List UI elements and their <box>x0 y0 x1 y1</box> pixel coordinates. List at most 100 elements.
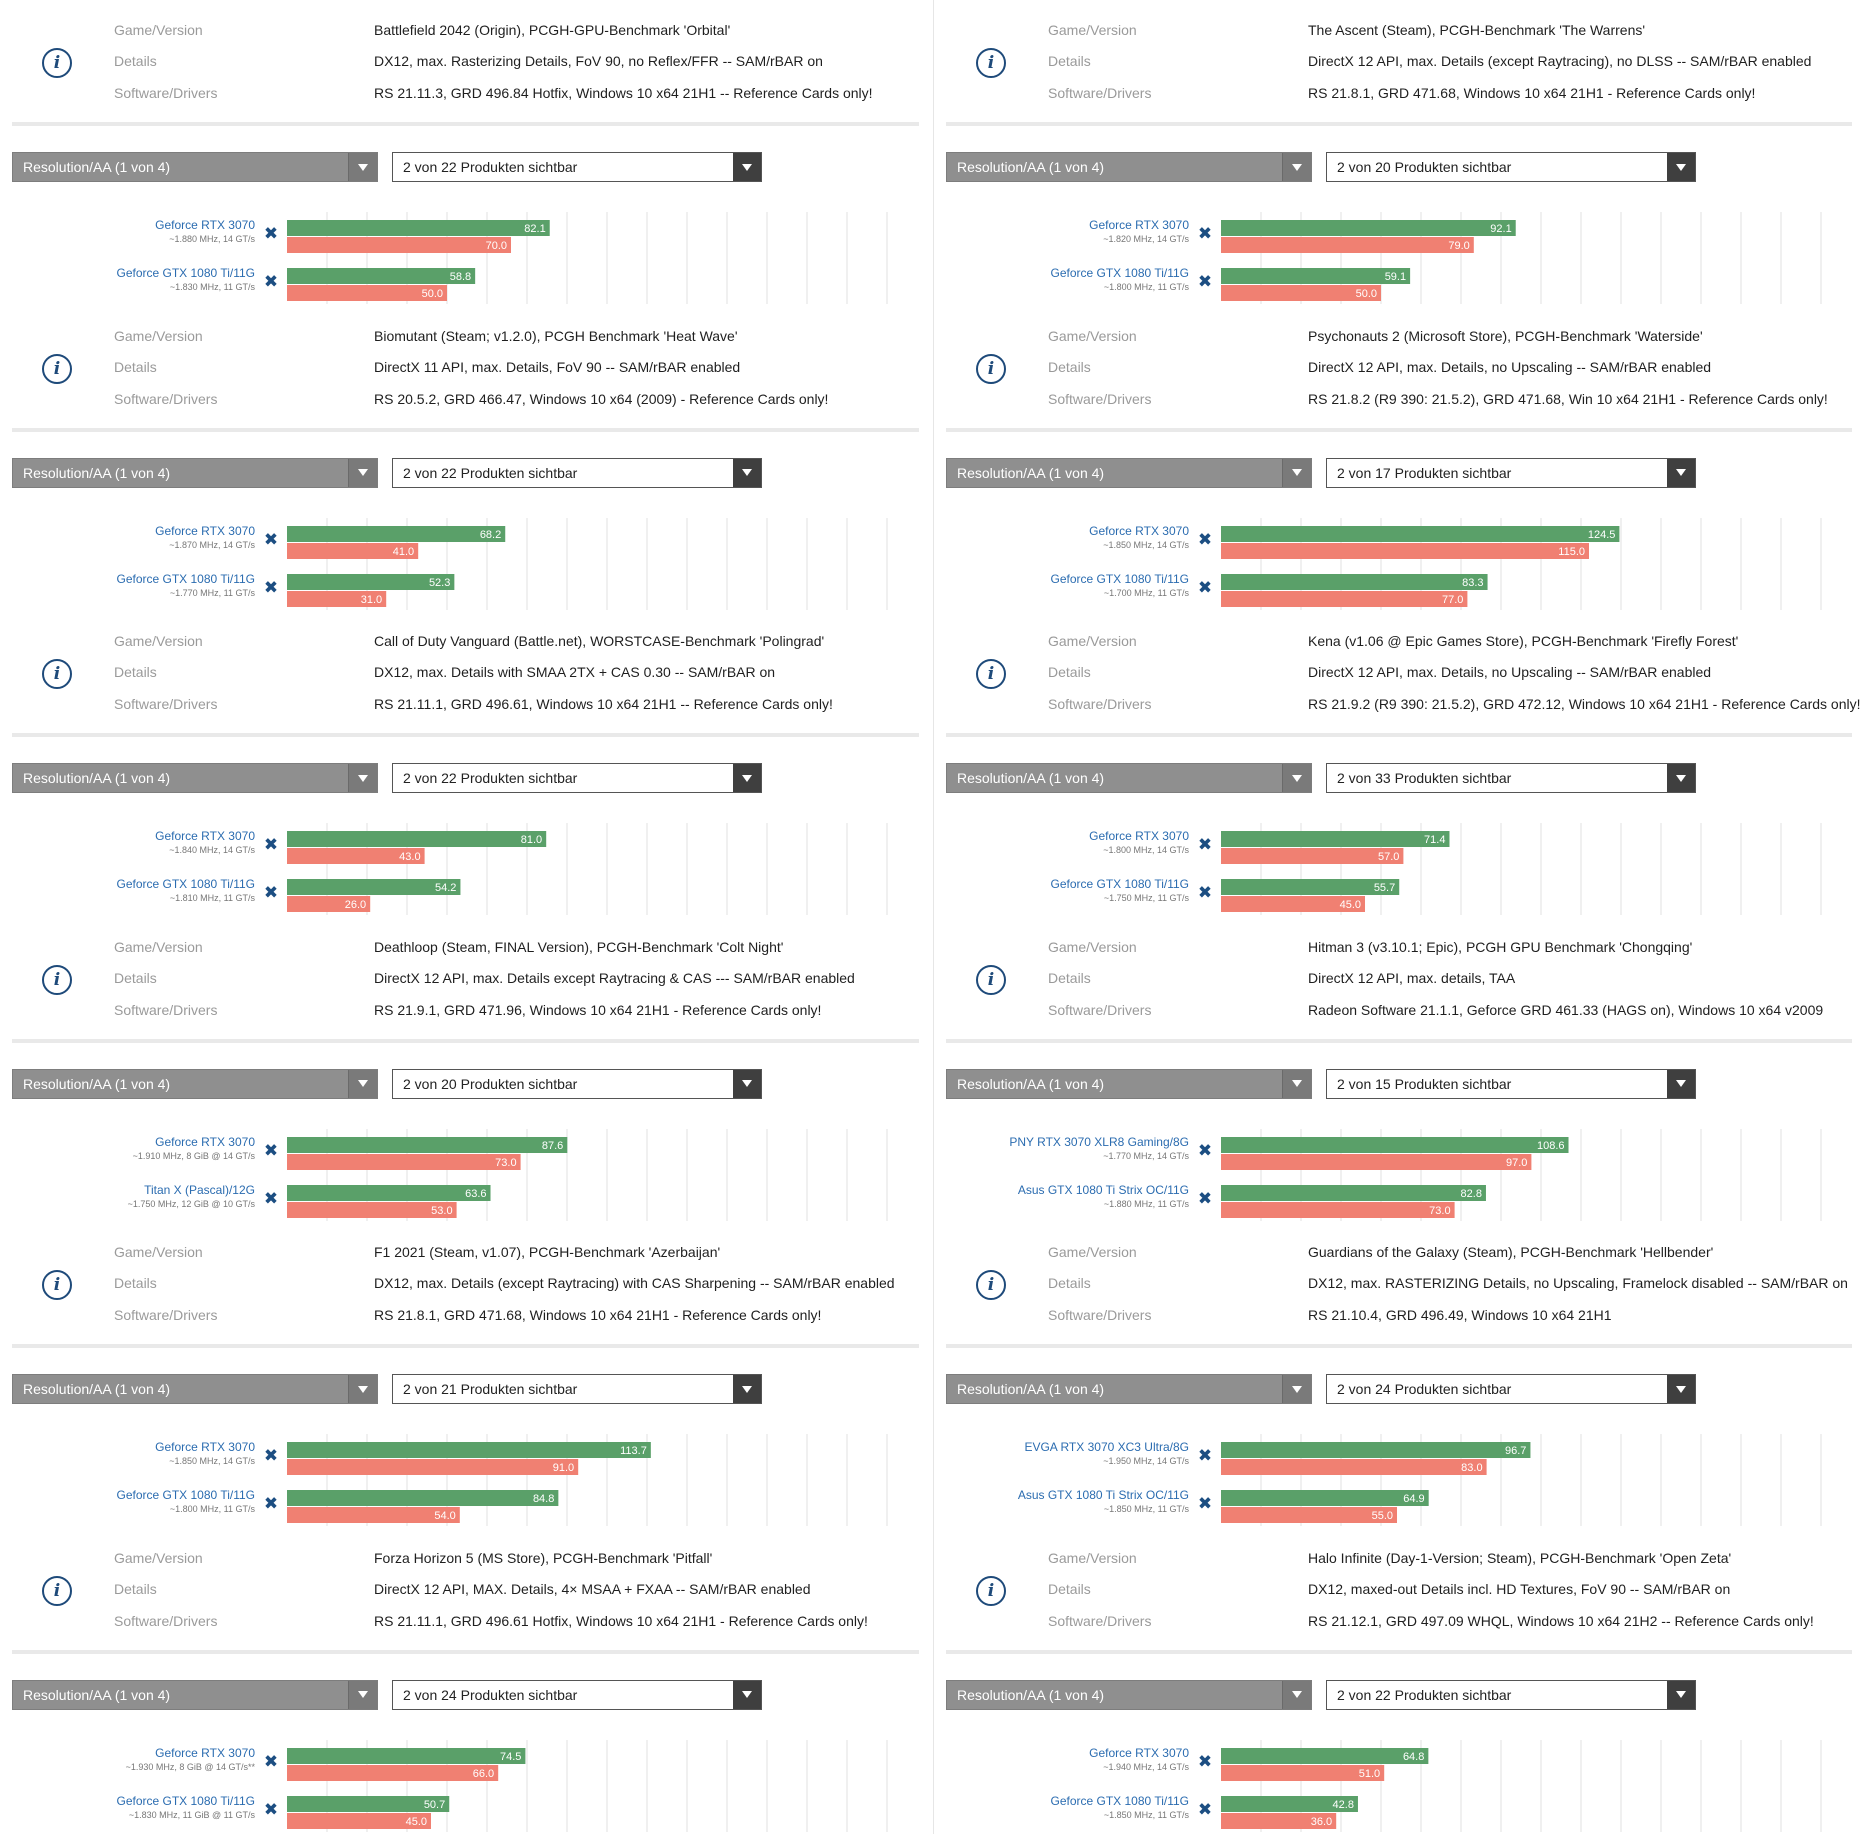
resolution-select[interactable]: Resolution/AA (1 von 4) <box>12 1679 378 1710</box>
details-label: Details <box>1048 969 1091 986</box>
chevron-down-icon[interactable] <box>1282 1069 1311 1098</box>
products-select[interactable]: 2 von 17 Produkten sichtbar <box>1326 457 1696 488</box>
chevron-down-icon[interactable] <box>733 764 761 792</box>
resolution-select[interactable]: Resolution/AA (1 von 4) <box>946 1068 1312 1099</box>
remove-icon: ✖ <box>1198 272 1212 292</box>
resolution-select[interactable]: Resolution/AA (1 von 4) <box>12 457 378 488</box>
info-icon[interactable]: i <box>42 964 72 995</box>
game-version-value: Hitman 3 (v3.10.1; Epic), PCGH GPU Bench… <box>1308 938 1693 955</box>
chevron-down-icon[interactable] <box>1667 1680 1695 1709</box>
info-icon[interactable]: i <box>42 353 72 384</box>
chevron-down-icon[interactable] <box>733 1375 761 1403</box>
bar-avg-fps <box>1221 831 1450 847</box>
products-select[interactable]: 2 von 22 Produkten sichtbar <box>392 152 762 182</box>
resolution-select[interactable]: Resolution/AA (1 von 4) <box>946 1374 1312 1404</box>
software-drivers-row: Software/Drivers RS 21.12.1, GRD 497.09 … <box>946 1611 1852 1631</box>
resolution-select[interactable]: Resolution/AA (1 von 4) <box>946 1679 1312 1710</box>
game-version-label: Game/Version <box>114 1244 203 1260</box>
bar-value-label: 54.2 <box>435 882 456 894</box>
bar-min-fps <box>287 1153 521 1170</box>
benchmark-panel: i Game/Version Forza Horizon 5 (MS Store… <box>0 1528 933 1834</box>
chevron-down-icon[interactable] <box>348 1680 377 1709</box>
chevron-down-icon[interactable] <box>1667 1069 1695 1098</box>
resolution-select[interactable]: Resolution/AA (1 von 4) <box>12 152 378 182</box>
bar-min-fps <box>1221 1201 1455 1218</box>
chevron-down-icon[interactable] <box>348 1069 377 1098</box>
chevron-down-icon[interactable] <box>1282 1680 1311 1709</box>
info-icon[interactable]: i <box>42 1575 72 1606</box>
chevron-down-icon[interactable] <box>348 153 377 181</box>
products-select[interactable]: 2 von 22 Produkten sichtbar <box>392 763 762 793</box>
bar-chart: Geforce RTX 3070 ~1.910 MHz, 8 GiB @ 14 G… <box>0 1125 933 1221</box>
chevron-down-icon[interactable] <box>348 764 377 792</box>
products-select[interactable]: 2 von 20 Produkten sichtbar <box>392 1068 762 1099</box>
products-select[interactable]: 2 von 22 Produkten sichtbar <box>392 457 762 488</box>
products-select[interactable]: 2 von 24 Produkten sichtbar <box>1326 1374 1696 1404</box>
chevron-down-icon[interactable] <box>1282 458 1311 487</box>
gpu-name-label: PNY RTX 3070 XLR8 Gaming/8G <box>1009 1135 1189 1149</box>
products-select[interactable]: 2 von 21 Produkten sichtbar <box>392 1374 762 1404</box>
software-drivers-row: Software/Drivers RS 21.11.3, GRD 496.84 … <box>12 83 919 103</box>
gpu-spec-label: ~1.880 MHz, 14 GT/s <box>169 234 255 244</box>
remove-icon: ✖ <box>264 1141 278 1161</box>
gpu-spec-label: ~1.750 MHz, 12 GiB @ 10 GT/s <box>128 1199 256 1209</box>
chevron-down-icon[interactable] <box>733 1680 761 1709</box>
info-icon[interactable]: i <box>976 964 1006 995</box>
gpu-name-label: Geforce GTX 1080 Ti/11G <box>116 572 255 586</box>
info-icon[interactable]: i <box>976 353 1006 384</box>
products-select[interactable]: 2 von 24 Produkten sichtbar <box>392 1679 762 1710</box>
details-row: Details DX12, max. RASTERIZING Details, … <box>946 1273 1852 1293</box>
resolution-select[interactable]: Resolution/AA (1 von 4) <box>12 763 378 793</box>
products-select[interactable]: 2 von 20 Produkten sichtbar <box>1326 152 1696 182</box>
products-select-label: 2 von 22 Produkten sichtbar <box>403 464 578 481</box>
bar-value-label: 59.1 <box>1385 271 1406 283</box>
bar-value-label: 55.0 <box>1372 1510 1393 1522</box>
chevron-down-icon[interactable] <box>1282 764 1311 792</box>
bar-value-label: 31.0 <box>361 594 382 606</box>
bar-avg-fps <box>1221 1136 1569 1153</box>
chevron-down-icon[interactable] <box>1667 153 1695 181</box>
bar-chart: Geforce RTX 3070 ~1.930 MHz, 8 GiB @ 14 G… <box>0 1736 933 1832</box>
chevron-down-icon[interactable] <box>1667 764 1695 792</box>
info-icon[interactable]: i <box>976 1270 1006 1300</box>
chevron-down-icon[interactable] <box>1282 153 1311 181</box>
chevron-down-icon[interactable] <box>1282 1375 1311 1403</box>
details-row: Details DirectX 12 API, max. details, TA… <box>946 968 1852 988</box>
game-version-row: Game/Version Biomutant (Steam; v1.2.0), … <box>12 326 919 346</box>
bar-value-label: 79.0 <box>1448 240 1469 252</box>
bar-value-label: 43.0 <box>399 851 420 863</box>
bar-value-label: 50.0 <box>422 288 443 300</box>
chevron-down-icon[interactable] <box>733 1069 761 1098</box>
products-select[interactable]: 2 von 15 Produkten sichtbar <box>1326 1068 1696 1099</box>
resolution-select[interactable]: Resolution/AA (1 von 4) <box>12 1374 378 1404</box>
game-version-value: Battlefield 2042 (Origin), PCGH-GPU-Benc… <box>374 22 731 38</box>
resolution-select[interactable]: Resolution/AA (1 von 4) <box>946 763 1312 793</box>
gpu-spec-label: ~1.840 MHz, 14 GT/s <box>169 845 255 855</box>
info-icon[interactable]: i <box>42 1270 72 1300</box>
details-label: Details <box>114 1580 157 1597</box>
info-icon[interactable]: i <box>976 1575 1006 1606</box>
software-drivers-label: Software/Drivers <box>1048 390 1152 407</box>
details-value: DX12, max. RASTERIZING Details, no Upsca… <box>1308 1275 1848 1291</box>
info-icon[interactable]: i <box>42 659 72 689</box>
chevron-down-icon[interactable] <box>733 458 761 487</box>
software-drivers-label: Software/Drivers <box>1048 696 1152 712</box>
info-icon[interactable]: i <box>976 48 1006 78</box>
chevron-down-icon[interactable] <box>733 153 761 181</box>
info-icon[interactable]: i <box>976 659 1006 689</box>
resolution-select[interactable]: Resolution/AA (1 von 4) <box>946 457 1312 488</box>
chevron-down-icon[interactable] <box>1667 458 1695 487</box>
resolution-select[interactable]: Resolution/AA (1 von 4) <box>946 152 1312 182</box>
chevron-down-icon[interactable] <box>348 1375 377 1403</box>
chart-svg: Geforce RTX 3070 ~1.850 MHz, 14 GT/s ✖ 124.… <box>1050 517 1822 610</box>
bar-value-label: 55.7 <box>1374 882 1395 894</box>
gpu-spec-label: ~1.800 MHz, 11 GT/s <box>170 1504 256 1514</box>
chevron-down-icon[interactable] <box>1667 1375 1695 1403</box>
products-select[interactable]: 2 von 22 Produkten sichtbar <box>1326 1679 1696 1710</box>
chevron-down-icon[interactable] <box>348 458 377 487</box>
game-version-label: Game/Version <box>114 327 203 344</box>
gpu-name-label: Geforce GTX 1080 Ti/11G <box>116 877 255 891</box>
info-icon[interactable]: i <box>42 48 72 78</box>
products-select[interactable]: 2 von 33 Produkten sichtbar <box>1326 763 1696 793</box>
resolution-select[interactable]: Resolution/AA (1 von 4) <box>12 1068 378 1099</box>
